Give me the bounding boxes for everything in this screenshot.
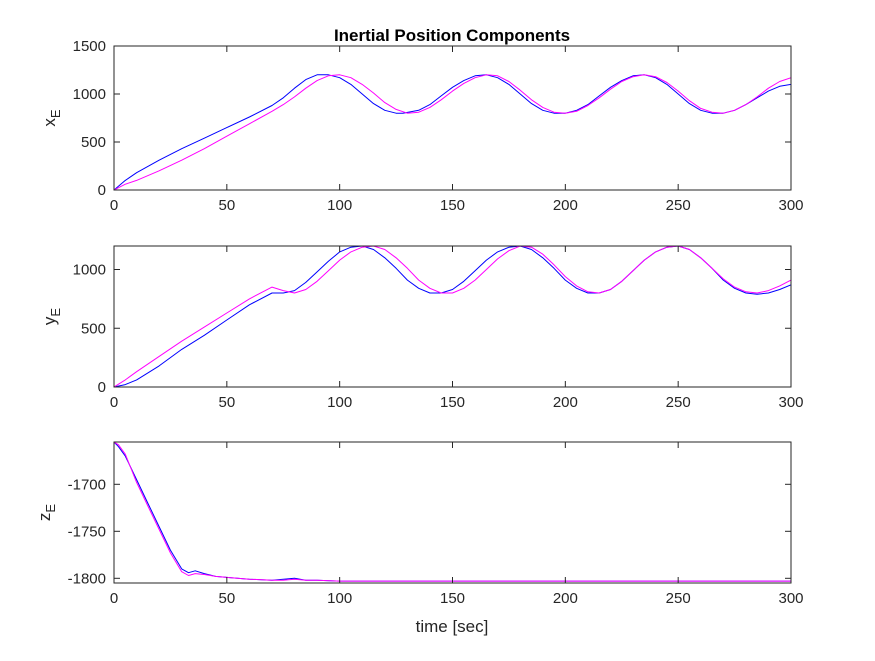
subplot-1: 0 50 100 150 200 250 300 0 500 1000 1500 xE xyxy=(40,38,804,214)
x-tick-label: 100 xyxy=(327,590,352,607)
y-axis-title-subscript: E xyxy=(48,308,63,317)
x-tick-label: 0 xyxy=(110,197,118,214)
x-tick-label: 200 xyxy=(553,197,578,214)
x-tick-label: 250 xyxy=(666,197,691,214)
x-tick-label: 250 xyxy=(666,394,691,411)
y-axis-title-main: x xyxy=(40,118,59,127)
series-line-blue xyxy=(114,246,791,387)
x-tick-label: 0 xyxy=(110,394,118,411)
y-tick-label: 1000 xyxy=(73,86,106,103)
y-axis-title: yE xyxy=(40,308,63,326)
x-axis-title: time [sec] xyxy=(416,617,489,636)
y-tick-label: -1800 xyxy=(68,570,106,587)
y-tick-label: -1750 xyxy=(68,523,106,540)
x-tick-label: 250 xyxy=(666,590,691,607)
y-axis-title: zE xyxy=(35,504,58,522)
y-axis-title-subscript: E xyxy=(48,109,63,118)
y-axis-title-main: y xyxy=(40,316,59,325)
y-tick-label: 0 xyxy=(98,379,106,396)
subplot-3: 0 50 100 150 200 250 300 -1700 -1750 -1800 zE xyxy=(35,441,804,607)
series-line-magenta xyxy=(114,442,791,582)
y-tick-label: 0 xyxy=(98,182,106,199)
y-tick-label: -1700 xyxy=(68,476,106,493)
y-axis-title: xE xyxy=(40,109,63,127)
x-tick-label: 0 xyxy=(110,590,118,607)
y-axis-title-main: z xyxy=(35,513,54,522)
axes-box xyxy=(113,245,792,388)
x-tick-label: 100 xyxy=(327,197,352,214)
x-tick-label: 50 xyxy=(218,590,235,607)
x-tick-label: 300 xyxy=(778,590,803,607)
series-line-blue xyxy=(114,74,791,190)
series-line-blue xyxy=(114,442,791,582)
x-tick-label: 100 xyxy=(327,394,352,411)
x-tick-label: 300 xyxy=(778,197,803,214)
figure-title: Inertial Position Components xyxy=(334,26,570,45)
y-tick-label: 1000 xyxy=(73,262,106,279)
x-tick-label: 150 xyxy=(440,394,465,411)
y-tick-label: 1500 xyxy=(73,38,106,55)
axes-box xyxy=(113,441,792,584)
axes-box xyxy=(113,45,792,191)
subplot-2: 0 50 100 150 200 250 300 0 500 1000 yE xyxy=(40,245,804,411)
x-tick-label: 50 xyxy=(218,394,235,411)
x-tick-label: 150 xyxy=(440,197,465,214)
x-tick-label: 200 xyxy=(553,394,578,411)
series-line-magenta xyxy=(114,74,791,190)
x-tick-label: 300 xyxy=(778,394,803,411)
y-tick-label: 500 xyxy=(81,134,106,151)
y-tick-label: 500 xyxy=(81,320,106,337)
x-tick-label: 200 xyxy=(553,590,578,607)
x-tick-label: 50 xyxy=(218,197,235,214)
x-tick-label: 150 xyxy=(440,590,465,607)
series-line-magenta xyxy=(114,246,791,387)
y-axis-title-subscript: E xyxy=(43,504,58,513)
